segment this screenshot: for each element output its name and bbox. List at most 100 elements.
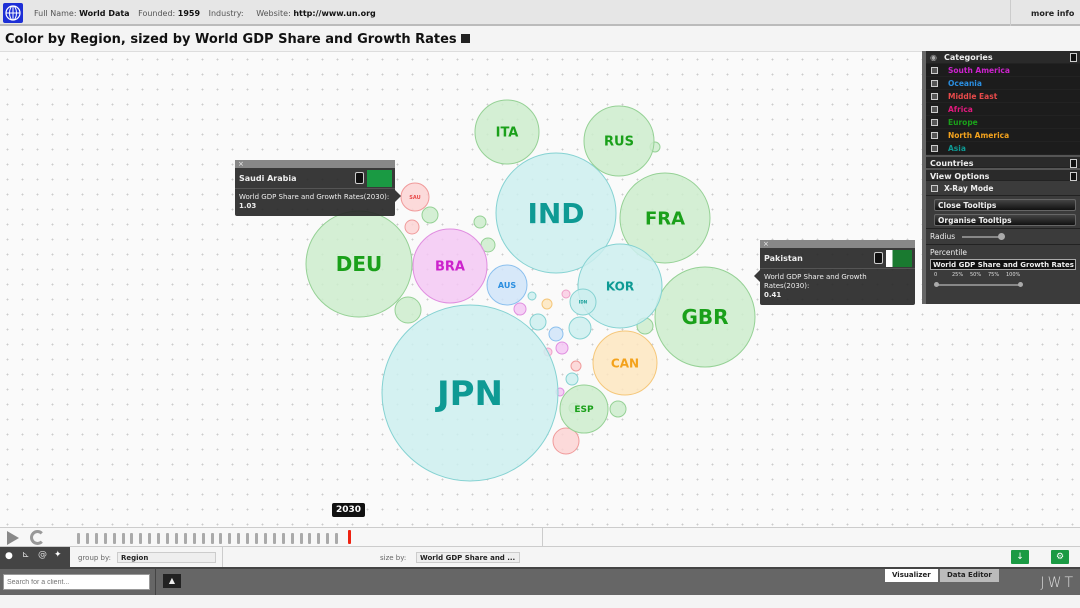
bubble-ita[interactable] <box>474 99 540 165</box>
category-europe[interactable]: Europe <box>926 116 1080 129</box>
bubble-small[interactable] <box>421 206 439 224</box>
category-south-america[interactable]: South America <box>926 64 1080 77</box>
timeline-year-tick[interactable] <box>335 533 339 544</box>
timeline-year-tick[interactable] <box>148 533 152 544</box>
timeline-year-tick[interactable] <box>166 533 169 544</box>
bubble-small[interactable] <box>570 360 582 372</box>
timeline-year-tick[interactable] <box>317 533 321 544</box>
timeline-year-tick[interactable] <box>103 533 107 544</box>
bubble-small[interactable] <box>541 298 553 310</box>
timeline-year-tick[interactable] <box>201 533 205 544</box>
checkbox-icon[interactable] <box>931 80 938 87</box>
bubble-esp[interactable] <box>559 384 609 434</box>
client-search-input[interactable] <box>3 574 150 590</box>
bubble-rus[interactable] <box>583 105 655 177</box>
close-tooltip-icon[interactable]: × <box>760 240 915 248</box>
timeline-year-tick[interactable] <box>219 533 223 544</box>
checkbox-icon[interactable] <box>931 67 938 74</box>
play-icon[interactable] <box>7 531 19 545</box>
timeline-year-tick[interactable] <box>139 533 143 544</box>
bubble-small[interactable] <box>404 219 420 235</box>
timeline-year-tick[interactable] <box>308 533 312 544</box>
close-tooltip-icon[interactable]: × <box>235 160 395 168</box>
bubble-small[interactable] <box>473 215 487 229</box>
timeline-year-tick[interactable] <box>299 533 303 544</box>
timeline-year-tick[interactable] <box>228 533 232 544</box>
timeline-year-tick[interactable] <box>121 533 125 544</box>
bubble-jpn[interactable] <box>381 304 559 482</box>
country-select-icon[interactable] <box>355 172 364 184</box>
bubble-can[interactable] <box>592 330 658 396</box>
bubble-small[interactable] <box>513 302 527 316</box>
timeline-year-tick[interactable] <box>85 533 89 544</box>
bubble-small[interactable] <box>529 313 547 331</box>
bubble-gbr[interactable] <box>654 266 756 368</box>
bubble-small[interactable] <box>394 296 422 324</box>
radius-slider-handle[interactable] <box>998 233 1005 240</box>
bubble-small[interactable] <box>527 291 537 301</box>
twitter-icon[interactable]: ✦ <box>54 550 62 560</box>
bubble-kor[interactable] <box>577 243 663 329</box>
view-options-header[interactable]: View Options <box>926 168 1080 181</box>
countries-header[interactable]: Countries <box>926 155 1080 168</box>
more-info-button[interactable]: more info <box>1010 0 1080 26</box>
bubble-ind[interactable] <box>495 152 617 274</box>
timeline-year-tick[interactable] <box>263 533 267 544</box>
bubble-fra[interactable] <box>619 172 711 264</box>
size-by-select[interactable]: World GDP Share and ... <box>416 552 520 563</box>
xray-mode-checkbox[interactable]: X-Ray Mode <box>926 181 1080 196</box>
percentile-handle-max[interactable] <box>1018 282 1023 287</box>
bubble-view-icon[interactable]: ● <box>5 551 13 561</box>
website-link[interactable]: http://www.un.org <box>293 9 376 18</box>
category-africa[interactable]: Africa <box>926 103 1080 116</box>
category-oceania[interactable]: Oceania <box>926 77 1080 90</box>
email-icon[interactable]: @ <box>38 550 47 560</box>
percentile-select[interactable]: World GDP Share and Growth Rates <box>930 259 1076 270</box>
close-tooltips-button[interactable]: Close Tooltips <box>934 199 1076 211</box>
category-asia[interactable]: Asia <box>926 142 1080 155</box>
timeline-year-tick[interactable] <box>130 533 134 544</box>
settings-folder-icon[interactable]: ⚙ <box>1051 550 1069 564</box>
timeline-year-tick[interactable] <box>210 533 214 544</box>
timeline-year-tick[interactable] <box>272 533 276 544</box>
view-options-toggle-icon[interactable] <box>1070 172 1077 181</box>
timeline-year-tick[interactable] <box>183 533 187 544</box>
timeline-year-tick[interactable] <box>174 533 178 544</box>
percentile-handle-min[interactable] <box>934 282 939 287</box>
tab-visualizer[interactable]: Visualizer <box>885 569 938 582</box>
country-select-icon[interactable] <box>874 252 883 264</box>
timeline-year-tick[interactable] <box>77 533 80 544</box>
bubble-idn[interactable] <box>569 288 597 316</box>
bubble-small[interactable] <box>565 372 579 386</box>
bubble-sau[interactable] <box>400 182 430 212</box>
bubble-small[interactable] <box>568 316 592 340</box>
percentile-slider[interactable]: 0 25% 50% 75% 100% <box>926 270 1080 290</box>
countries-toggle-icon[interactable] <box>1070 159 1077 168</box>
bubble-aus[interactable] <box>486 264 528 306</box>
timeline-year-tick[interactable] <box>192 533 196 544</box>
timeline-year-tick[interactable] <box>290 533 294 544</box>
checkbox-icon[interactable] <box>931 132 938 139</box>
tab-data-editor[interactable]: Data Editor <box>940 569 999 582</box>
checkbox-icon[interactable] <box>931 119 938 126</box>
replay-icon[interactable] <box>30 530 45 545</box>
user-icon[interactable]: ▲ <box>163 574 181 588</box>
bubble-small[interactable] <box>548 326 564 342</box>
checkbox-icon[interactable] <box>931 185 938 192</box>
download-icon[interactable]: ↓ <box>1011 550 1029 564</box>
chart-view-icon[interactable]: ⊾ <box>22 550 30 560</box>
eye-icon[interactable]: ◉ <box>930 53 937 62</box>
checkbox-icon[interactable] <box>931 106 938 113</box>
organise-tooltips-button[interactable]: Organise Tooltips <box>934 214 1076 226</box>
group-by-select[interactable]: Region <box>117 552 216 563</box>
percentile-track[interactable] <box>936 284 1020 286</box>
radius-slider-track[interactable] <box>962 236 1002 238</box>
timeline-year-tick[interactable] <box>94 533 98 544</box>
timeline-year-tick[interactable] <box>157 533 161 544</box>
bubble-small[interactable] <box>609 400 627 418</box>
timeline-year-tick[interactable] <box>237 533 241 544</box>
timeline-year-tick[interactable] <box>348 530 351 544</box>
timeline-year-tick[interactable] <box>112 533 116 544</box>
timeline-year-tick[interactable] <box>326 533 330 544</box>
category-middle-east[interactable]: Middle East <box>926 90 1080 103</box>
